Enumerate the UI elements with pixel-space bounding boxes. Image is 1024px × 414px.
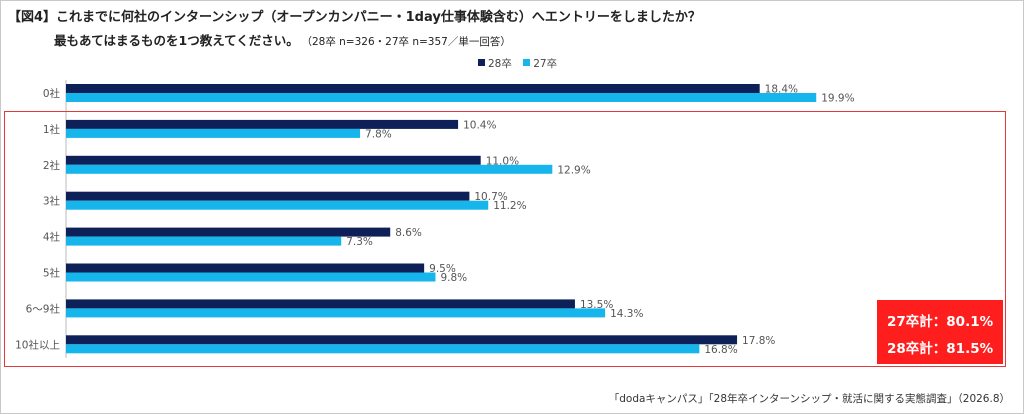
legend-item-27: 27卒 <box>523 58 557 70</box>
question-text: 最もあてはまるものを1つ教えてください。 <box>54 33 299 48</box>
data-label: 11.0% <box>486 155 519 167</box>
data-label: 17.8% <box>742 335 775 347</box>
data-label: 14.3% <box>610 308 643 320</box>
bar-27 <box>66 128 361 138</box>
figure-title: 【図4】これまでに何社のインターンシップ（オープンカンパニー・1day仕事体験含… <box>8 10 701 25</box>
category-label: 10社以上 <box>15 338 60 351</box>
data-label: 12.9% <box>557 164 590 176</box>
bar-27 <box>66 344 700 354</box>
category-label: 3社 <box>43 195 61 208</box>
source-note: 「dodaキャンパス」「28年卒インターンシップ・就活に関する実態調査」（202… <box>608 393 1010 405</box>
category-label: 6〜9社 <box>26 302 61 315</box>
category-label: 2社 <box>43 159 61 172</box>
data-label: 9.5% <box>429 263 456 275</box>
data-label: 18.4% <box>765 84 798 96</box>
category-label: 5社 <box>43 267 61 280</box>
data-label: 11.2% <box>493 200 526 212</box>
bar-28 <box>66 191 470 201</box>
data-label: 9.8% <box>440 272 467 284</box>
sample-note: （28卒 n=326・27卒 n=357／単一回答） <box>306 36 511 48</box>
legend-item-28: 28卒 <box>478 58 512 70</box>
chart-legend: 28卒 27卒 <box>478 56 565 71</box>
category-label: 0社 <box>43 87 61 100</box>
data-label: 10.4% <box>463 119 496 131</box>
bar-28 <box>66 299 575 309</box>
data-label: 19.9% <box>821 93 854 105</box>
data-label: 7.8% <box>365 128 392 140</box>
figure-subtitle: 最もあてはまるものを1つ教えてください。 （28卒 n=326・27卒 n=357… <box>54 30 511 49</box>
bar-27 <box>66 236 342 246</box>
data-label: 13.5% <box>580 299 613 311</box>
bar-27 <box>66 164 553 174</box>
bar-27 <box>66 200 489 210</box>
legend-label-28: 28卒 <box>488 58 512 70</box>
bar-28 <box>66 263 425 273</box>
total-28: 28卒計：81.5% <box>887 341 994 357</box>
bar-28 <box>66 335 738 345</box>
data-label: 8.6% <box>395 227 422 239</box>
legend-swatch-28 <box>478 59 485 66</box>
data-label: 16.8% <box>704 344 737 356</box>
data-label: 7.3% <box>346 236 373 248</box>
bar-28 <box>66 119 459 129</box>
bar-27 <box>66 308 606 318</box>
totals-box: 27卒計：80.1% 28卒計：81.5% <box>877 300 1003 364</box>
category-label: 1社 <box>43 123 61 136</box>
bar-28 <box>66 155 481 165</box>
category-label: 4社 <box>43 231 61 244</box>
data-label: 10.7% <box>474 191 507 203</box>
total-27: 27卒計：80.1% <box>887 314 994 330</box>
bar-27 <box>66 272 436 282</box>
bar-27 <box>66 93 817 102</box>
highlight-box <box>4 111 1006 367</box>
legend-label-27: 27卒 <box>533 58 558 70</box>
legend-swatch-27 <box>523 59 531 66</box>
bar-28 <box>66 227 391 237</box>
bar-28 <box>66 84 760 93</box>
